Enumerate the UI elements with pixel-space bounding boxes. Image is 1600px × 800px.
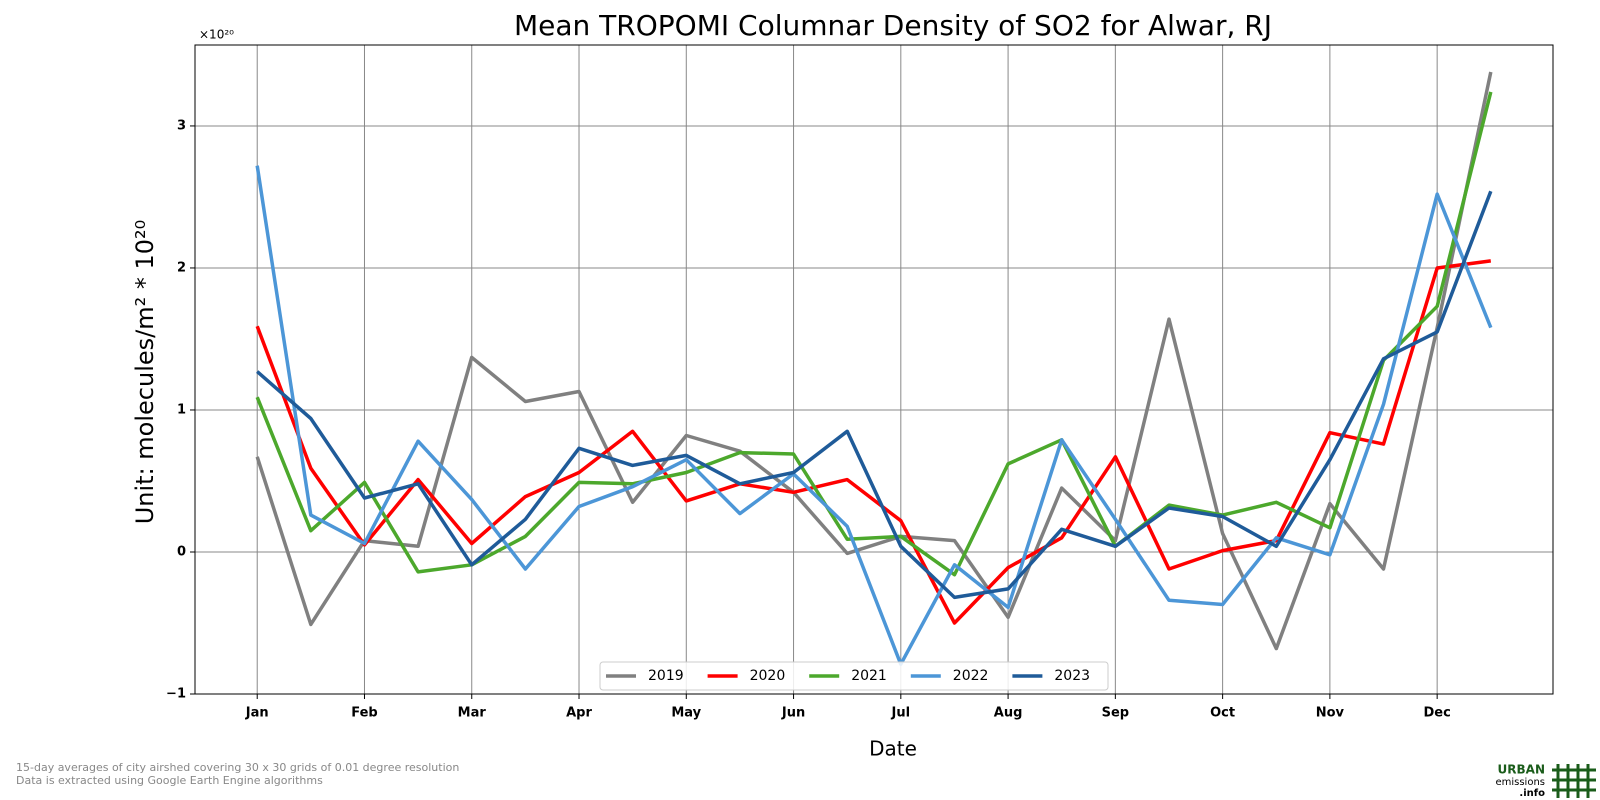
data-line [255,259,1492,625]
y-tick-label: 3 [177,118,186,133]
x-tick-label: Nov [1316,706,1345,721]
x-tick-label: Aug [994,706,1023,721]
x-tick-label: Jan [245,706,269,721]
logo-icon [1552,764,1596,798]
data-line [255,71,1493,651]
x-tick-label: Jul [891,706,911,721]
plot-frame [194,44,1554,695]
data-line [255,165,1493,666]
data-line [255,91,1493,577]
legend-box [599,661,1109,691]
x-tick-label: Dec [1423,706,1450,721]
chart-title: Mean TROPOMI Columnar Density of SO2 for… [514,9,1272,42]
legend-label: 2021 [851,668,887,684]
logo-text: URBAN [1498,763,1545,777]
y-tick-label: −1 [166,687,186,702]
x-tick-label: Apr [566,706,592,721]
logo-text: .info [1519,788,1545,799]
data-line [256,190,1493,600]
x-tick-label: Feb [351,706,377,721]
footnote: 15-day averages of city airshed covering… [16,761,459,774]
logo-text: emissions [1495,777,1545,788]
legend-label: 2019 [648,668,684,684]
y-tick-label: 2 [177,260,186,275]
y-offset-label: ×10²⁰ [199,28,234,42]
legend-label: 2023 [1054,668,1090,684]
legend-label: 2020 [750,668,786,684]
x-tick-label: Oct [1210,706,1235,721]
logo: URBAN emissions .info [1495,763,1596,799]
legend-label: 2022 [953,668,989,684]
y-tick-label: 1 [177,402,186,417]
footnote: Data is extracted using Google Earth Eng… [16,774,323,787]
x-tick-label: Jun [781,706,805,721]
x-tick-label: Mar [458,706,487,721]
legend: 2019 2020 2021 2022 2023 [599,661,1109,691]
x-tick-label: Sep [1102,706,1130,721]
grid [195,45,1553,695]
x-axis-label: Date [869,737,917,761]
y-axis-label: Unit: molecules/m² * 10²⁰ [131,220,159,525]
x-tick-label: May [671,706,701,721]
y-tick-label: 0 [177,544,186,559]
